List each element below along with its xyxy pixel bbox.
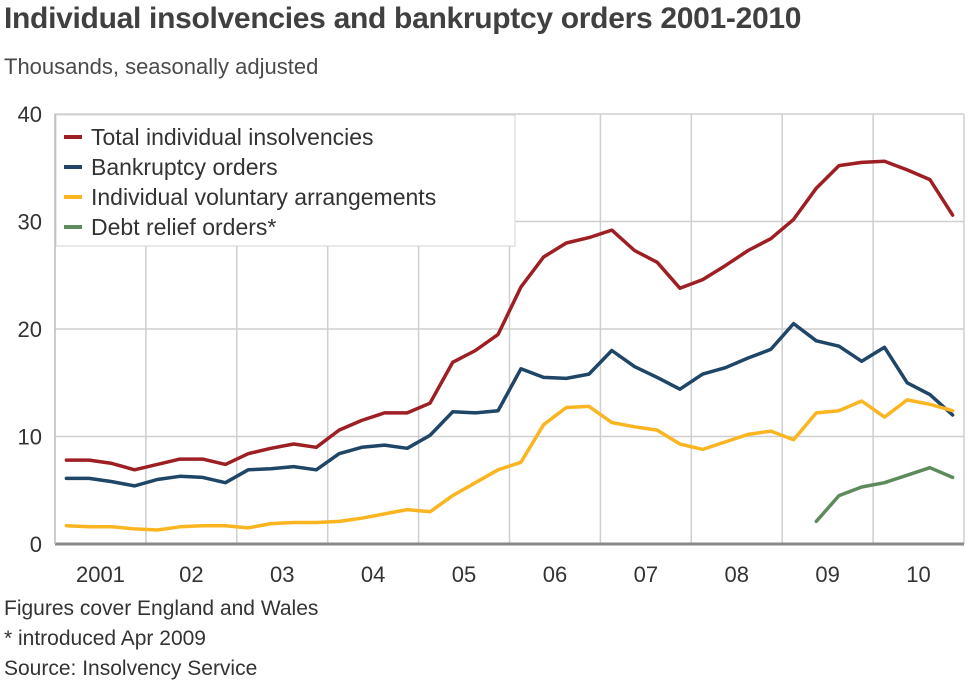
coverage-note: Figures cover England and Wales	[4, 597, 319, 620]
legend-label: Individual voluntary arrangements	[91, 184, 436, 210]
x-tick-label: 2001	[76, 562, 125, 587]
x-tick-label: 06	[543, 562, 567, 587]
series-line	[64, 159, 955, 472]
y-tick-label: 0	[30, 532, 42, 557]
y-tick-label: 20	[18, 317, 42, 342]
series-line	[64, 321, 955, 488]
legend-label: Bankruptcy orders	[91, 154, 278, 180]
x-tick-label: 04	[361, 562, 385, 587]
series-line	[814, 465, 955, 524]
y-tick-label: 30	[18, 210, 42, 235]
legend-label: Total individual insolvencies	[91, 124, 374, 150]
series-line	[64, 398, 955, 532]
chart-subtitle: Thousands, seasonally adjusted	[4, 54, 319, 79]
x-tick-label: 09	[815, 562, 839, 587]
legend-box	[55, 114, 516, 247]
legend-label: Debt relief orders*	[91, 214, 276, 240]
legend: Total individual insolvencies Bankruptcy …	[55, 114, 516, 247]
source-note: Source: Insolvency Service	[4, 657, 258, 680]
x-tick-label: 02	[179, 562, 203, 587]
x-tick-label: 03	[270, 562, 294, 587]
y-tick-label: 40	[18, 102, 42, 127]
chart-title: Individual insolvencies and bankruptcy o…	[4, 2, 802, 35]
x-tick-label: 05	[452, 562, 476, 587]
series-lines	[64, 159, 955, 532]
y-tick-label: 10	[18, 425, 42, 450]
x-tick-label: 08	[725, 562, 749, 587]
x-tick-label: 07	[634, 562, 658, 587]
footnote: * introduced Apr 2009	[4, 627, 206, 650]
line-chart: Total individual insolvencies Bankruptcy …	[18, 102, 965, 587]
axes: 0 10 20 30 40 2001 02 03 04 05 06 07 08 09 10	[18, 102, 964, 587]
chart-notes: Figures cover England and Wales * introd…	[4, 594, 318, 684]
x-tick-label: 10	[906, 562, 930, 587]
